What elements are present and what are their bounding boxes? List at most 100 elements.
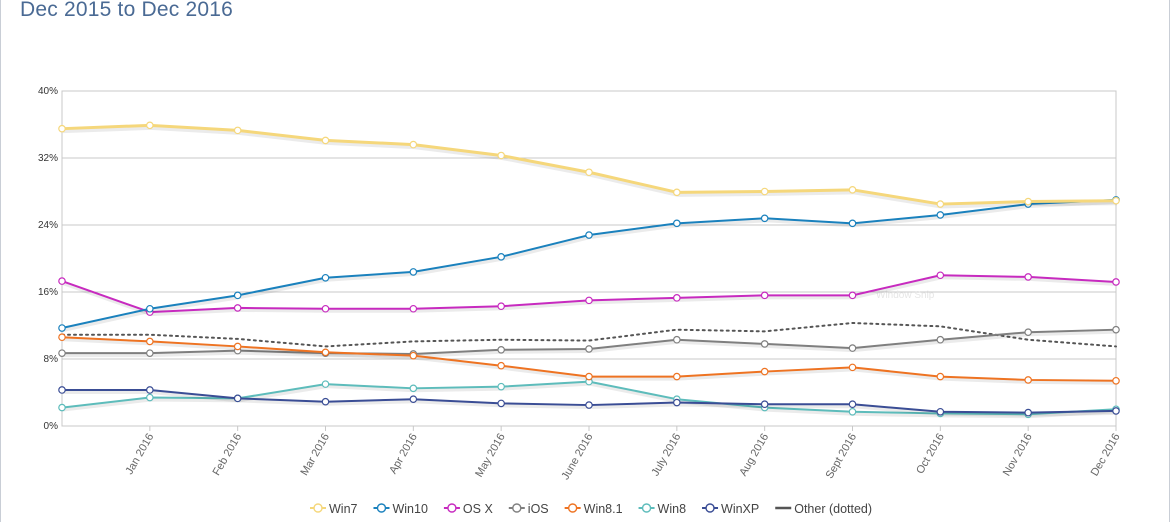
data-point[interactable] [760, 367, 769, 376]
data-point[interactable] [936, 200, 945, 208]
data-point[interactable] [1024, 376, 1032, 384]
data-point[interactable] [321, 397, 330, 406]
data-point[interactable] [936, 271, 945, 280]
data-point[interactable] [409, 140, 418, 149]
data-point[interactable] [497, 382, 505, 391]
data-point[interactable] [673, 372, 681, 381]
data-point[interactable] [585, 296, 593, 305]
data-point[interactable] [409, 384, 418, 393]
data-point[interactable] [58, 349, 66, 357]
data-point[interactable] [760, 214, 769, 223]
legend-item-os-x[interactable]: OS X [443, 502, 494, 516]
data-point[interactable] [1024, 328, 1032, 337]
data-point[interactable] [146, 386, 154, 394]
data-point[interactable] [848, 363, 857, 372]
data-point[interactable] [1112, 376, 1120, 385]
legend-label: WinXP [721, 502, 759, 516]
data-point[interactable] [321, 380, 330, 388]
data-point[interactable] [848, 219, 857, 228]
data-point[interactable] [146, 337, 154, 346]
legend-item-win8-1[interactable]: Win8.1 [564, 502, 623, 516]
data-point[interactable] [497, 253, 505, 261]
series-win8-1 [58, 333, 1120, 385]
legend-label: Other (dotted) [794, 502, 872, 516]
data-point[interactable] [673, 219, 681, 228]
legend-label: Win8 [658, 502, 687, 516]
data-point[interactable] [673, 294, 681, 302]
data-point[interactable] [585, 401, 593, 409]
y-tick-label: 8% [44, 354, 59, 365]
data-point[interactable] [497, 361, 505, 370]
data-point[interactable] [1112, 325, 1120, 334]
data-point[interactable] [848, 407, 857, 416]
data-point[interactable] [848, 291, 857, 300]
data-point[interactable] [1024, 273, 1032, 281]
data-point[interactable] [848, 344, 857, 352]
data-point[interactable] [848, 400, 857, 409]
data-point[interactable] [409, 351, 418, 360]
data-point[interactable] [58, 386, 66, 394]
data-point[interactable] [936, 372, 945, 381]
data-point[interactable] [146, 349, 154, 357]
legend-item-win8[interactable]: Win8 [638, 502, 687, 516]
legend-item-other-dotted[interactable]: Other (dotted) [775, 502, 872, 516]
data-point[interactable] [58, 124, 66, 133]
data-point[interactable] [146, 393, 154, 402]
data-point[interactable] [233, 342, 242, 351]
data-point[interactable] [497, 345, 505, 354]
data-point[interactable] [585, 372, 593, 381]
data-point[interactable] [409, 304, 418, 313]
data-point[interactable] [321, 348, 330, 357]
data-point[interactable] [1024, 408, 1032, 417]
data-point[interactable] [321, 136, 330, 145]
data-point[interactable] [409, 268, 418, 276]
x-tick-label: Sept 2016 [824, 432, 859, 481]
data-point[interactable] [673, 188, 681, 197]
data-point[interactable] [1112, 407, 1120, 415]
data-point[interactable] [146, 121, 154, 130]
data-point[interactable] [409, 395, 418, 404]
data-point[interactable] [673, 398, 681, 407]
legend-item-winxp[interactable]: WinXP [702, 502, 759, 516]
data-point[interactable] [321, 304, 330, 313]
data-point[interactable] [497, 399, 505, 408]
legend-item-ios[interactable]: iOS [508, 502, 549, 516]
data-point[interactable] [760, 187, 769, 196]
data-point[interactable] [673, 335, 681, 344]
data-point[interactable] [936, 335, 945, 344]
data-point[interactable] [233, 126, 242, 135]
data-point[interactable] [58, 324, 66, 332]
y-tick-label: 16% [38, 287, 58, 298]
y-tick-label: 0% [44, 421, 59, 432]
data-point[interactable] [497, 151, 505, 160]
x-tick-label: Oct 2016 [914, 432, 947, 477]
data-point[interactable] [1112, 196, 1120, 205]
data-point[interactable] [936, 407, 945, 416]
data-point[interactable] [233, 304, 242, 312]
data-point[interactable] [760, 400, 769, 409]
data-point[interactable] [760, 291, 769, 300]
data-point[interactable] [585, 231, 593, 239]
x-tick-label: Apr 2016 [387, 432, 420, 477]
data-point[interactable] [146, 304, 154, 313]
data-point[interactable] [233, 291, 242, 300]
legend[interactable]: Win7 Win10 OS X iOS Win8.1 Win8 WinXP Other (do… [310, 502, 872, 516]
data-point[interactable] [1112, 278, 1120, 286]
data-point[interactable] [848, 186, 857, 194]
data-point[interactable] [1024, 197, 1032, 206]
legend-item-win10[interactable]: Win10 [373, 502, 428, 516]
data-point[interactable] [58, 403, 66, 412]
legend-item-win7[interactable]: Win7 [310, 502, 358, 516]
data-point[interactable] [58, 333, 66, 342]
data-point[interactable] [585, 168, 593, 177]
data-point[interactable] [321, 273, 330, 282]
data-point[interactable] [58, 277, 66, 285]
series-other-dotted [61, 321, 1117, 348]
y-axis-ticks: 0% 8% 16% 24% 32% 40% [38, 86, 58, 432]
data-point[interactable] [585, 345, 593, 353]
data-point[interactable] [936, 211, 945, 219]
legend-swatch-marker [705, 503, 715, 513]
data-point[interactable] [233, 394, 242, 403]
data-point[interactable] [497, 302, 505, 311]
data-point[interactable] [760, 340, 769, 348]
